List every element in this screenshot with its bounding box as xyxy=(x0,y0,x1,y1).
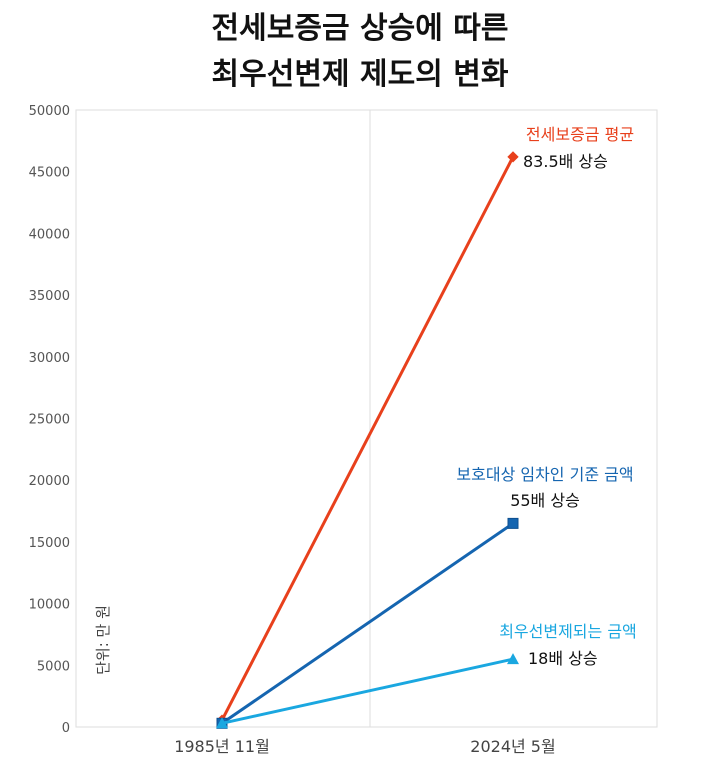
y-tick-label: 5000 xyxy=(37,659,70,674)
series-name-label: 최우선변제되는 금액 xyxy=(499,622,637,641)
triangle-marker xyxy=(507,653,519,665)
triangle-marker xyxy=(216,717,228,729)
y-tick-label: 25000 xyxy=(29,413,70,428)
x-tick-label: 2024년 5월 xyxy=(470,737,555,756)
y-tick-label: 35000 xyxy=(29,289,70,304)
y-tick-label: 10000 xyxy=(29,598,70,613)
plot-frame xyxy=(75,109,658,728)
square-marker xyxy=(507,517,519,529)
chart-title-line-1: 전세보증금 상승에 따른 xyxy=(211,11,509,46)
y-tick-label: 40000 xyxy=(29,227,70,242)
chart-title-line-2: 최우선변제 제도의 변화 xyxy=(211,57,509,92)
series-line xyxy=(221,657,514,725)
y-tick-label: 0 xyxy=(62,721,70,736)
series-line xyxy=(221,522,514,725)
y-tick-label: 15000 xyxy=(29,536,70,551)
series-name-label: 전세보증금 평균 xyxy=(526,125,634,144)
y-tick-label: 50000 xyxy=(29,104,70,119)
y-tick-label: 20000 xyxy=(29,474,70,489)
series-annotation: 55배 상승 xyxy=(510,491,580,510)
series-name-label: 보호대상 임차인 기준 금액 xyxy=(456,465,633,484)
chart-title: 전세보증금 상승에 따른 최우선변제 제도의 변화 xyxy=(0,6,720,98)
y-tick-label: 45000 xyxy=(29,166,70,181)
y-axis-label: 단위: 만 원 xyxy=(94,605,112,675)
series-annotation: 18배 상승 xyxy=(528,649,598,668)
series-line xyxy=(220,156,515,721)
diamond-marker xyxy=(507,151,519,163)
y-tick-label: 30000 xyxy=(29,351,70,366)
series-annotation: 83.5배 상승 xyxy=(523,152,608,171)
x-tick-label: 1985년 11월 xyxy=(174,737,270,756)
